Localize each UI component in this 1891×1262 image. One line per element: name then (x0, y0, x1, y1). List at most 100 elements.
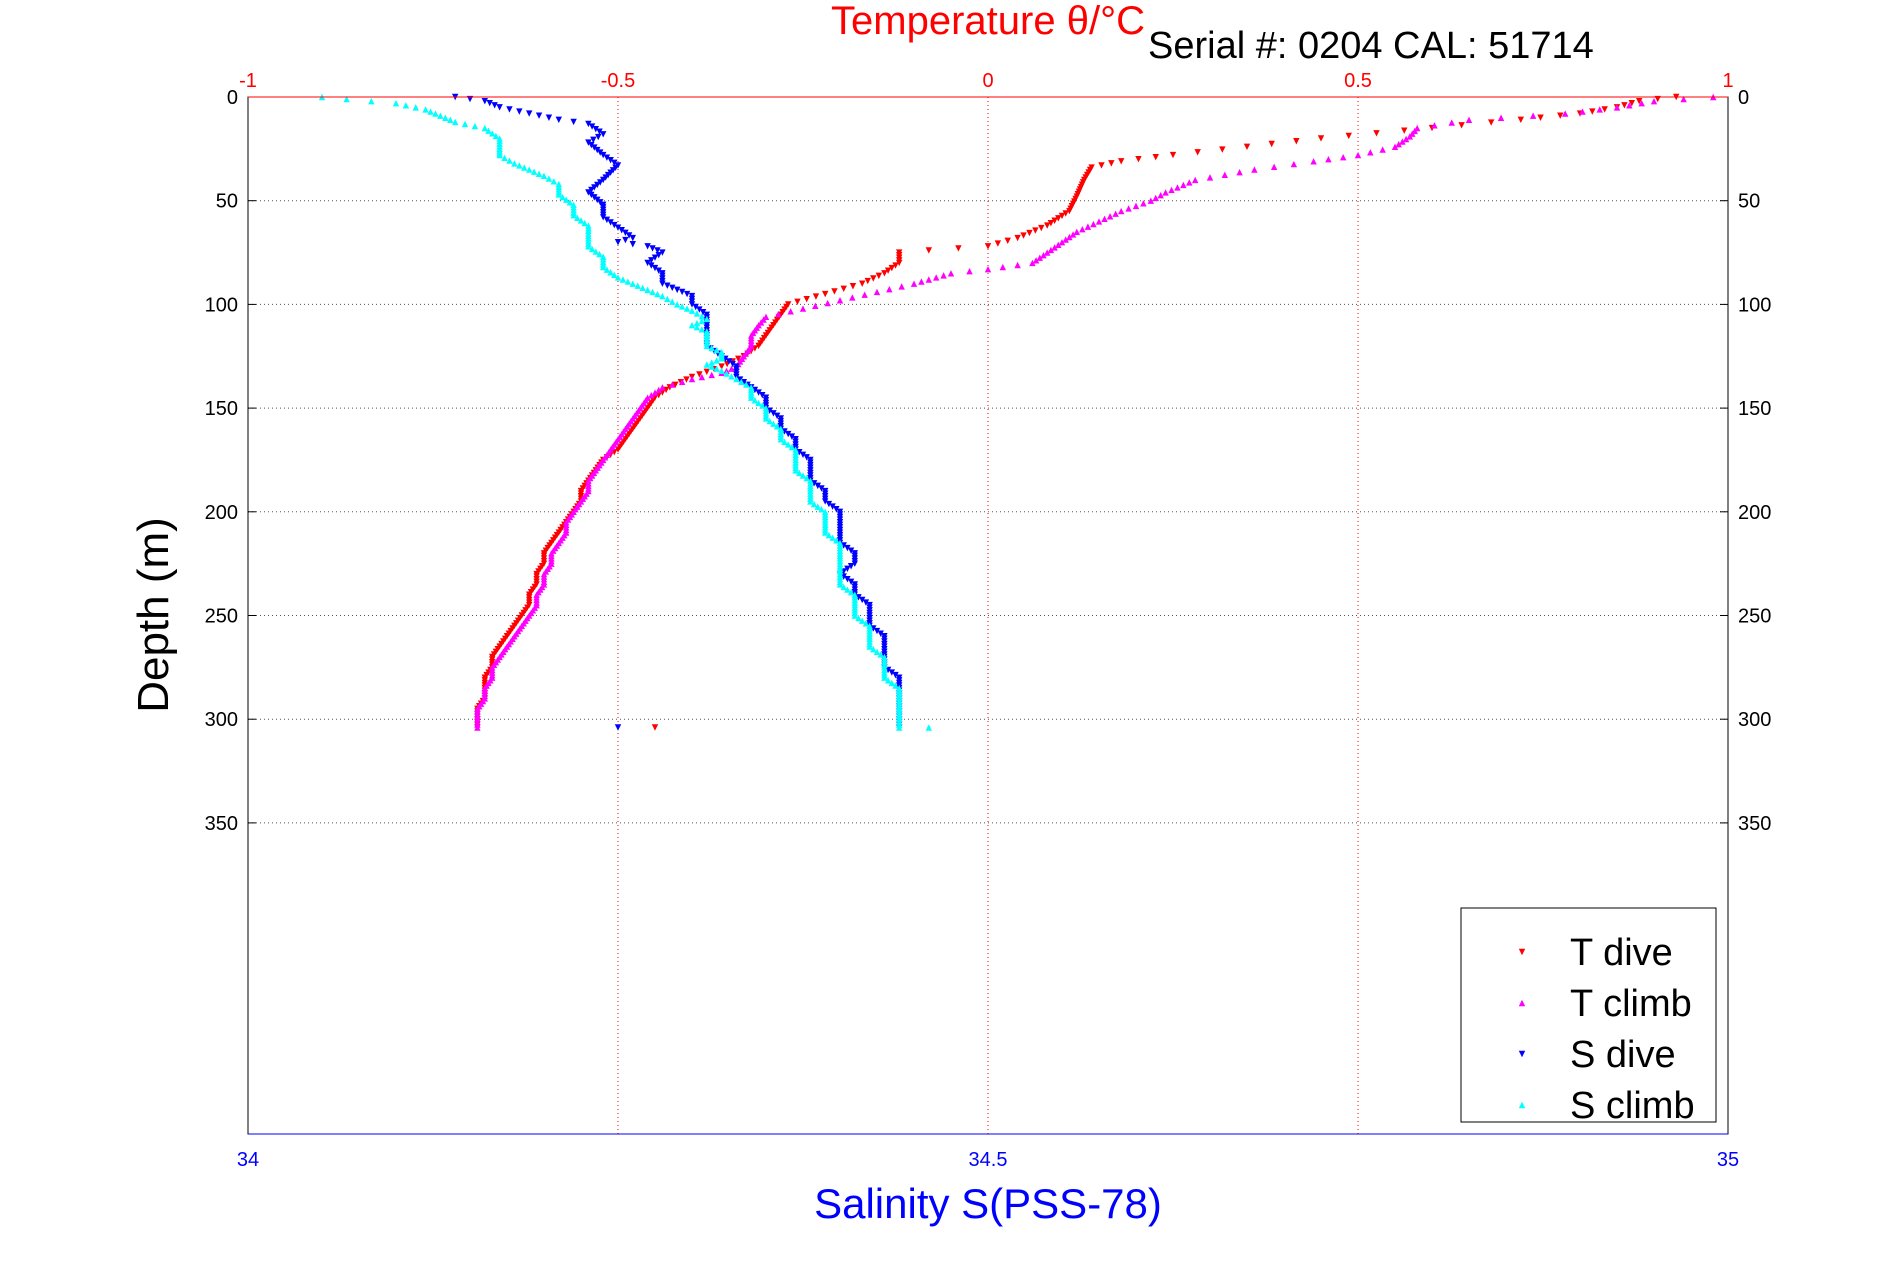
data-point (861, 291, 868, 298)
data-point (452, 118, 459, 126)
data-point (762, 415, 770, 422)
data-point (785, 430, 792, 438)
data-point (1596, 106, 1603, 113)
data-point (511, 160, 518, 167)
data-point (1058, 238, 1066, 246)
y-tick-label-left: 350 (205, 813, 238, 835)
data-point (611, 221, 618, 229)
data-point (659, 249, 666, 256)
data-point (614, 238, 622, 246)
data-point (925, 247, 932, 254)
y-axis-label: Depth (m) (129, 517, 178, 713)
data-point (1118, 207, 1125, 215)
data-point (603, 266, 611, 273)
data-point (718, 355, 725, 362)
data-point (799, 472, 807, 479)
data-point (521, 164, 528, 171)
data-point (703, 361, 710, 368)
data-point (1391, 143, 1399, 150)
data-point (1497, 114, 1505, 121)
y-tick-label-left: 150 (205, 398, 238, 420)
data-point (794, 298, 801, 306)
data-point (639, 284, 646, 292)
data-point (947, 270, 955, 277)
data-point (1317, 135, 1325, 142)
data-point (1014, 261, 1021, 269)
data-point (591, 144, 598, 151)
data-point (506, 106, 513, 113)
data-point (810, 500, 818, 508)
data-point (566, 199, 574, 206)
data-point (703, 368, 710, 376)
data-point (803, 296, 810, 303)
data-point (597, 199, 604, 206)
data-point (1073, 228, 1080, 236)
data-point (708, 359, 715, 366)
data-point (847, 547, 855, 554)
x-top-tick-label: 0.5 (1344, 70, 1372, 92)
data-point (585, 139, 592, 146)
data-point (1095, 218, 1103, 225)
data-point (545, 114, 553, 121)
y-tick-label-left: 200 (205, 502, 238, 524)
data-point (866, 643, 873, 650)
data-point (1051, 244, 1058, 251)
x-axis-label-bottom: Salinity S(PSS-78) (814, 1180, 1162, 1227)
data-point (1251, 166, 1258, 173)
data-point (1650, 97, 1658, 105)
data-point (773, 412, 781, 420)
data-point (884, 677, 892, 684)
y-tick-label-right: 0 (1738, 87, 1749, 109)
data-point (735, 355, 742, 363)
data-point (1014, 234, 1021, 242)
data-point (822, 290, 829, 298)
data-point (822, 529, 829, 536)
data-point (1537, 114, 1544, 121)
data-point (812, 293, 820, 300)
data-point (824, 299, 831, 307)
data-point (1125, 205, 1132, 212)
data-point (1147, 197, 1154, 204)
data-point (796, 469, 803, 477)
data-point (870, 275, 877, 282)
data-point (698, 373, 706, 381)
data-point (698, 312, 706, 320)
data-point (526, 110, 533, 117)
data-point (535, 170, 543, 177)
data-point (713, 346, 720, 354)
data-point (693, 319, 701, 327)
data-point (590, 136, 597, 144)
data-point (759, 391, 766, 399)
x-bottom-tick-label: 35 (1717, 1149, 1739, 1171)
data-point (624, 278, 632, 285)
data-point (751, 386, 759, 394)
data-point (1236, 168, 1243, 176)
data-point (664, 282, 671, 289)
data-point (1112, 210, 1119, 217)
data-point (591, 184, 598, 191)
data-point (862, 599, 870, 606)
data-point (781, 428, 788, 435)
data-point (840, 542, 847, 549)
data-point (1488, 119, 1495, 126)
data-point (607, 157, 614, 164)
data-point (1290, 160, 1298, 168)
data-point (496, 151, 503, 159)
data-point (884, 267, 892, 274)
data-point (659, 389, 666, 396)
data-point (814, 503, 821, 510)
data-point (1613, 104, 1621, 111)
data-point (781, 438, 788, 446)
data-point (659, 384, 666, 391)
data-point (600, 151, 607, 159)
data-point (910, 280, 918, 287)
data-point (1162, 189, 1169, 196)
data-point (844, 576, 851, 583)
data-point (592, 248, 599, 255)
legend-label: T dive (1570, 932, 1673, 974)
data-point (1399, 138, 1406, 145)
data-point (1180, 181, 1187, 189)
y-tick-label-left: 50 (216, 191, 238, 213)
data-point (600, 263, 607, 271)
data-point (698, 326, 706, 333)
